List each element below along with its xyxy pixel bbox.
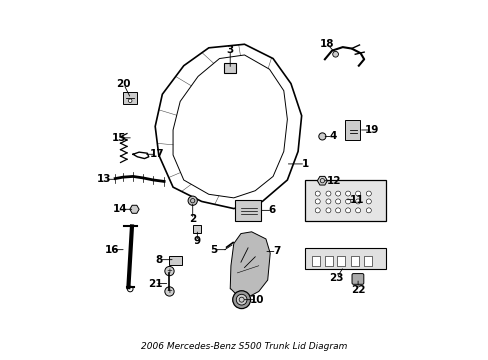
Circle shape: [355, 208, 360, 213]
Text: 21: 21: [148, 279, 162, 289]
Text: 2: 2: [189, 214, 196, 224]
FancyBboxPatch shape: [337, 256, 345, 266]
Circle shape: [325, 199, 330, 204]
Text: 2006 Mercedes-Benz S500 Trunk Lid Diagram: 2006 Mercedes-Benz S500 Trunk Lid Diagra…: [141, 342, 347, 351]
Circle shape: [332, 51, 338, 57]
Text: 7: 7: [272, 247, 280, 256]
FancyBboxPatch shape: [235, 201, 260, 221]
Text: 16: 16: [104, 245, 119, 255]
Text: +: +: [166, 288, 172, 294]
Circle shape: [315, 208, 320, 213]
FancyBboxPatch shape: [123, 92, 137, 104]
Circle shape: [315, 199, 320, 204]
Circle shape: [188, 196, 197, 205]
Circle shape: [345, 191, 350, 196]
Text: 9: 9: [193, 237, 201, 247]
FancyBboxPatch shape: [193, 225, 201, 233]
Circle shape: [236, 294, 246, 305]
Text: 1: 1: [301, 159, 308, 169]
Circle shape: [232, 291, 250, 309]
Circle shape: [335, 199, 340, 204]
Text: 23: 23: [329, 273, 343, 283]
Text: 17: 17: [149, 149, 164, 159]
Text: 5: 5: [210, 245, 217, 255]
Circle shape: [345, 199, 350, 204]
Text: 18: 18: [319, 39, 333, 49]
Circle shape: [164, 266, 174, 276]
Polygon shape: [230, 232, 270, 297]
Text: 11: 11: [349, 195, 364, 204]
FancyBboxPatch shape: [305, 180, 385, 221]
Circle shape: [355, 199, 360, 204]
Text: 10: 10: [249, 295, 264, 305]
Text: 14: 14: [113, 204, 127, 214]
Circle shape: [315, 191, 320, 196]
FancyBboxPatch shape: [224, 63, 235, 73]
FancyBboxPatch shape: [305, 248, 385, 269]
FancyBboxPatch shape: [350, 256, 358, 266]
FancyBboxPatch shape: [364, 256, 371, 266]
Circle shape: [325, 191, 330, 196]
Text: 20: 20: [116, 79, 131, 89]
FancyBboxPatch shape: [168, 256, 181, 265]
Text: 13: 13: [97, 174, 111, 184]
FancyBboxPatch shape: [345, 120, 359, 140]
Circle shape: [366, 199, 370, 204]
Text: 19: 19: [365, 125, 379, 135]
Circle shape: [164, 287, 174, 296]
Text: 8: 8: [156, 255, 163, 265]
Circle shape: [335, 208, 340, 213]
Text: 4: 4: [329, 131, 336, 141]
Circle shape: [318, 133, 325, 140]
Text: 12: 12: [326, 176, 340, 186]
FancyBboxPatch shape: [351, 274, 363, 284]
Text: +: +: [166, 268, 172, 274]
Circle shape: [325, 208, 330, 213]
FancyBboxPatch shape: [324, 256, 332, 266]
Circle shape: [366, 191, 370, 196]
Circle shape: [366, 208, 370, 213]
Text: 15: 15: [111, 133, 126, 143]
Circle shape: [127, 286, 133, 292]
Polygon shape: [317, 176, 326, 185]
Text: 6: 6: [268, 205, 275, 215]
Circle shape: [335, 191, 340, 196]
Text: 3: 3: [226, 45, 233, 55]
Polygon shape: [130, 205, 139, 213]
Text: 22: 22: [350, 285, 365, 295]
Circle shape: [128, 99, 132, 103]
FancyBboxPatch shape: [312, 256, 320, 266]
Circle shape: [345, 208, 350, 213]
Circle shape: [355, 191, 360, 196]
